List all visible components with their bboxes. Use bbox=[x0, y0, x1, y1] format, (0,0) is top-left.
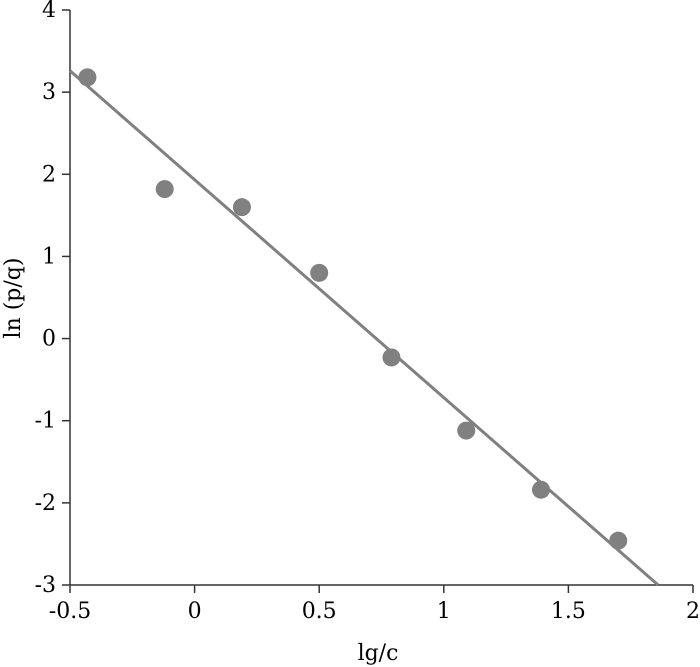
data-point bbox=[457, 421, 476, 440]
y-axis-label: ln (p/q) bbox=[1, 258, 26, 339]
y-tick-label: -3 bbox=[35, 573, 56, 598]
x-tick-label: 0 bbox=[188, 599, 202, 624]
plot-area bbox=[69, 68, 660, 587]
data-point bbox=[155, 180, 174, 199]
data-point bbox=[310, 263, 329, 282]
data-point bbox=[232, 198, 251, 217]
data-point bbox=[609, 531, 628, 550]
y-tick-label: 4 bbox=[42, 0, 56, 23]
y-tick-label: -2 bbox=[35, 491, 56, 516]
y-tick-label: -1 bbox=[35, 409, 56, 434]
x-tick-label: 2 bbox=[686, 599, 700, 624]
y-tick-label: 2 bbox=[42, 162, 56, 187]
data-point bbox=[531, 480, 550, 499]
data-point bbox=[78, 68, 97, 87]
x-tick-label: 0.5 bbox=[302, 599, 337, 624]
y-tick-label: 0 bbox=[42, 327, 56, 352]
data-point bbox=[382, 348, 401, 367]
x-tick-label: -0.5 bbox=[49, 599, 91, 624]
x-tick-label: 1.5 bbox=[551, 599, 586, 624]
y-tick-label: 1 bbox=[42, 244, 56, 269]
axes: -3 -2 -1 0 1 2 3 4 -0.5 0 0.5 1 1.5 2 bbox=[35, 0, 700, 624]
y-tick-label: 3 bbox=[42, 80, 56, 105]
axis-labels: lg/c ln (p/q) bbox=[1, 258, 398, 666]
x-axis-label: lg/c bbox=[358, 641, 399, 666]
fit-line bbox=[69, 69, 660, 587]
x-tick-label: 1 bbox=[437, 599, 451, 624]
